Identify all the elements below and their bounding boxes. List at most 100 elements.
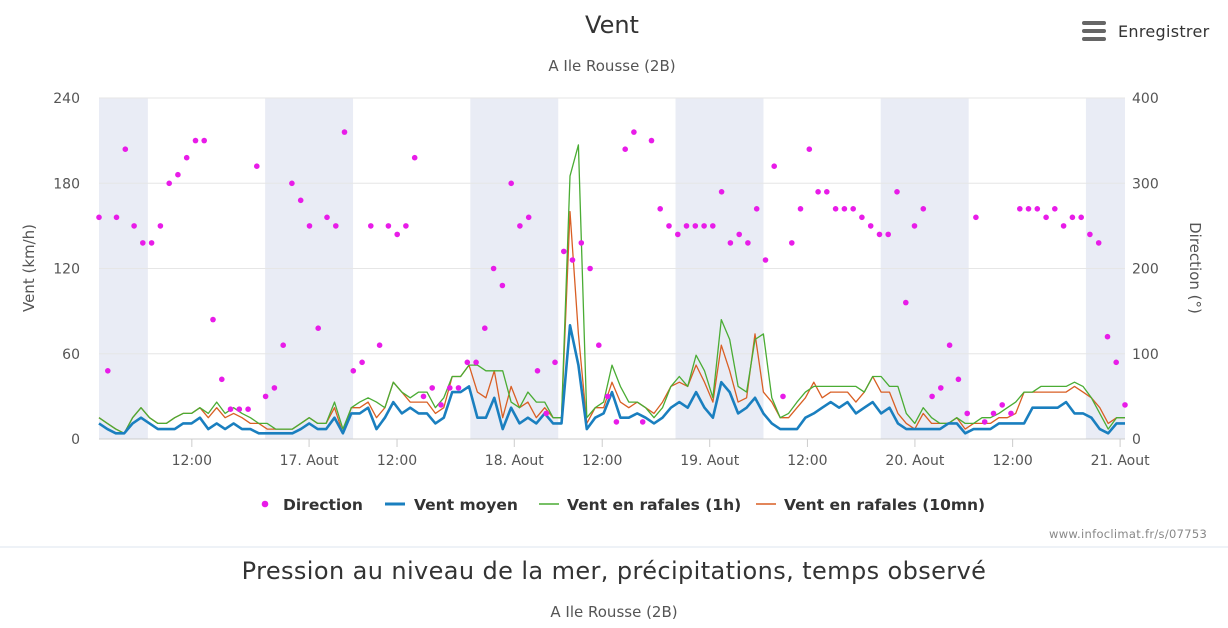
direction-point — [1052, 206, 1058, 212]
x-axis-labels: 12:00 17. Aout 12:00 18. Aout 12:00 19. Aout 1… — [172, 439, 1150, 469]
direction-point — [122, 146, 129, 152]
direction-point — [394, 231, 401, 238]
direction-point — [587, 265, 593, 272]
direction-point — [911, 223, 918, 229]
direction-point — [166, 180, 172, 187]
y-tick-label: 180 — [53, 176, 80, 192]
direction-point — [894, 189, 900, 195]
direction-point — [341, 129, 348, 135]
direction-point — [333, 223, 339, 229]
direction-point — [385, 223, 392, 229]
direction-point — [490, 265, 497, 272]
chart-title: Vent — [585, 11, 639, 39]
x-tick-label: 12:00 — [172, 453, 212, 469]
x-tick-label: 21. Aout — [1091, 453, 1150, 469]
direction-point — [622, 146, 628, 152]
direction-point — [1043, 214, 1049, 221]
legend-item-vent-moyen[interactable]: Vent moyen — [385, 496, 518, 514]
direction-point — [946, 342, 953, 349]
direction-point — [499, 282, 506, 289]
direction-point — [727, 240, 734, 246]
legend[interactable]: Direction Vent moyen Vent en rafales (1h… — [261, 496, 985, 514]
direction-point — [920, 206, 927, 212]
direction-point — [1104, 333, 1111, 340]
direction-point — [420, 393, 427, 400]
direction-point — [771, 163, 777, 169]
x-tick-label: 12:00 — [992, 453, 1032, 469]
direction-point — [806, 146, 813, 152]
direction-point — [999, 402, 1005, 408]
direction-point — [315, 325, 322, 332]
direction-point — [297, 197, 304, 204]
direction-point — [183, 154, 190, 161]
direction-point — [613, 419, 620, 425]
direction-point — [710, 223, 716, 229]
direction-point — [736, 231, 742, 238]
y-tick-label: 240 — [53, 91, 80, 107]
direction-point — [631, 129, 637, 135]
direction-point — [219, 376, 225, 383]
direction-point — [403, 223, 409, 229]
series-line-rafales-10mn — [98, 211, 1125, 434]
direction-point — [876, 231, 883, 238]
direction-point — [832, 206, 839, 212]
wind-chart: Vent A Ile Rousse (2B) 0 60 120 180 240 0 100… — [20, 11, 1204, 514]
section-divider — [0, 546, 1228, 548]
direction-point — [990, 410, 997, 417]
legend-item-rafales-10mn[interactable]: Vent en rafales (10mn) — [756, 496, 985, 514]
direction-point — [350, 368, 357, 374]
direction-point — [596, 342, 602, 349]
direction-point — [438, 402, 444, 408]
legend-label-rafales-1h: Vent en rafales (1h) — [567, 496, 741, 514]
y2-tick-label: 400 — [1132, 91, 1159, 107]
direction-point — [324, 214, 330, 221]
x-tick-label: 12:00 — [582, 453, 622, 469]
direction-point — [1069, 214, 1076, 221]
direction-point — [227, 406, 234, 413]
direction-point — [429, 385, 436, 391]
export-menu-label: Enregistrer — [1118, 21, 1210, 41]
export-menu-button[interactable]: Enregistrer — [1082, 16, 1212, 46]
direction-point — [157, 223, 164, 229]
direction-point — [859, 214, 865, 221]
direction-point — [780, 393, 786, 400]
credit-link[interactable]: www.infoclimat.fr/s/07753 — [1049, 527, 1208, 541]
direction-point — [113, 214, 120, 221]
direction-point — [262, 393, 269, 400]
direction-point — [482, 325, 488, 332]
direction-point — [236, 406, 243, 413]
x-tick-label: 18. Aout — [485, 453, 544, 469]
direction-point — [245, 406, 251, 413]
direction-point — [534, 368, 541, 374]
direction-point — [981, 419, 988, 425]
direction-point — [561, 248, 567, 255]
hamburger-menu-icon[interactable] — [1082, 21, 1106, 41]
direction-point — [552, 359, 558, 366]
direction-point — [447, 385, 453, 391]
direction-point — [955, 376, 962, 383]
legend-label-vent-moyen: Vent moyen — [414, 496, 518, 514]
direction-point — [306, 223, 313, 229]
legend-item-direction[interactable]: Direction — [261, 496, 363, 514]
y2-tick-label: 200 — [1132, 262, 1159, 278]
chart-subtitle: A Ile Rousse (2B) — [548, 57, 675, 75]
direction-point — [175, 171, 181, 178]
direction-point — [753, 206, 760, 212]
direction-point — [1034, 206, 1041, 212]
direction-point — [210, 316, 216, 323]
x-tick-label: 17. Aout — [280, 453, 339, 469]
y-axis-title: Vent (km/h) — [20, 224, 38, 312]
legend-label-rafales-10mn: Vent en rafales (10mn) — [784, 496, 985, 514]
legend-label-direction: Direction — [283, 496, 363, 514]
direction-point — [789, 240, 795, 246]
series-lines — [98, 144, 1125, 435]
direction-point — [903, 299, 909, 306]
direction-point — [464, 359, 471, 366]
direction-point — [543, 410, 549, 417]
direction-point — [885, 231, 891, 238]
legend-item-rafales-1h[interactable]: Vent en rafales (1h) — [539, 496, 741, 514]
direction-point — [1008, 410, 1014, 417]
direction-point — [718, 189, 725, 195]
direction-point — [762, 257, 769, 263]
y2-tick-label: 0 — [1132, 432, 1141, 448]
